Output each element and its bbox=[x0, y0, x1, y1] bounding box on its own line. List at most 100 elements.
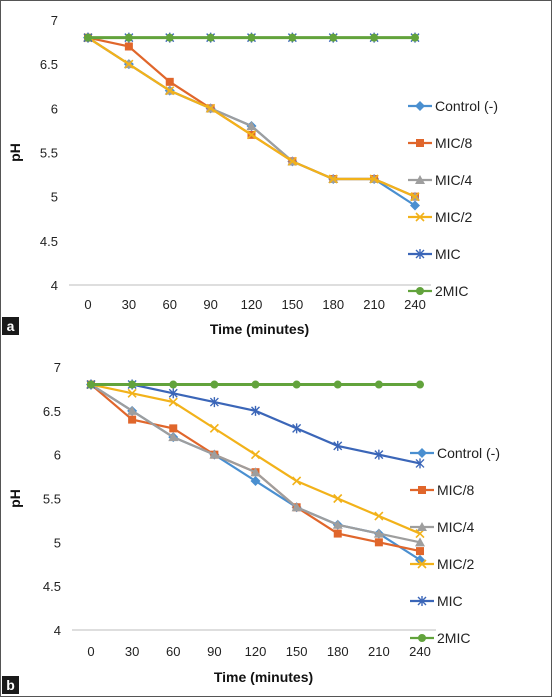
data-point bbox=[128, 380, 137, 389]
x-tick-label: 240 bbox=[404, 297, 426, 312]
y-tick-label: 4 bbox=[51, 278, 58, 293]
data-point bbox=[415, 458, 425, 469]
data-point bbox=[168, 388, 178, 399]
data-point bbox=[410, 200, 420, 211]
legend-item: MIC bbox=[408, 246, 461, 262]
data-point bbox=[87, 380, 95, 389]
legend-item: 2MIC bbox=[408, 283, 468, 299]
y-tick-label: 6.5 bbox=[40, 57, 58, 72]
legend-label: MIC/4 bbox=[435, 172, 473, 188]
x-axis-title: Time (minutes) bbox=[210, 321, 309, 337]
series-line bbox=[91, 383, 421, 465]
x-tick-label: 0 bbox=[87, 644, 94, 659]
series-mic-4 bbox=[83, 32, 420, 201]
data-point bbox=[416, 380, 424, 389]
data-point bbox=[416, 547, 424, 556]
data-point bbox=[333, 380, 342, 389]
legend: Control (-) MIC/8 MIC/4 MIC/2 MIC 2MIC bbox=[408, 98, 498, 299]
data-point bbox=[374, 538, 383, 547]
y-tick-label: 5 bbox=[54, 535, 61, 550]
series-line bbox=[87, 36, 416, 198]
data-point bbox=[410, 192, 420, 202]
series-mic-8 bbox=[84, 33, 419, 201]
legend-label: MIC/4 bbox=[437, 519, 475, 535]
data-point bbox=[127, 388, 137, 398]
y-tick-label: 4 bbox=[54, 623, 61, 638]
data-point bbox=[374, 511, 384, 521]
data-point bbox=[291, 502, 302, 512]
legend-marker bbox=[416, 139, 424, 147]
data-point bbox=[210, 380, 219, 389]
data-point bbox=[247, 33, 256, 42]
legend-label: 2MIC bbox=[437, 630, 470, 646]
data-point bbox=[292, 423, 302, 434]
data-point bbox=[169, 424, 178, 433]
data-point bbox=[165, 86, 175, 96]
data-point bbox=[328, 174, 338, 184]
data-point bbox=[128, 415, 137, 424]
data-point bbox=[246, 130, 257, 140]
x-tick-label: 30 bbox=[125, 644, 139, 659]
data-point bbox=[124, 33, 133, 42]
data-point bbox=[374, 380, 383, 389]
data-point bbox=[250, 475, 261, 486]
series-line bbox=[87, 36, 416, 198]
legend-item: MIC bbox=[410, 593, 463, 609]
legend-label: MIC/8 bbox=[437, 482, 475, 498]
legend-item: MIC/4 bbox=[408, 172, 473, 188]
data-point bbox=[292, 380, 301, 389]
chart-panel-b: 4 4.5 5 5.5 6 6.5 7 0 30 60 90 120 150 180 210 240 Time … bbox=[2, 360, 500, 694]
panel-label-b: b bbox=[2, 676, 19, 694]
legend-marker bbox=[417, 596, 427, 606]
data-point bbox=[292, 476, 302, 486]
legend-item: Control (-) bbox=[408, 98, 498, 114]
chart-panel-a: 4 4.5 5 5.5 6 6.5 7 0 30 60 90 120 150 180 210 240 Time … bbox=[2, 13, 498, 337]
legend-label: MIC bbox=[435, 246, 461, 262]
panel-label-text: a bbox=[7, 318, 15, 334]
legend-item: MIC/2 bbox=[408, 209, 473, 225]
data-point bbox=[411, 33, 419, 42]
y-tick-label: 5.5 bbox=[43, 492, 61, 507]
data-point bbox=[127, 405, 138, 415]
x-tick-label: 150 bbox=[282, 297, 304, 312]
x-tick-label: 30 bbox=[122, 297, 136, 312]
x-tick-label: 60 bbox=[163, 297, 177, 312]
data-point bbox=[84, 33, 92, 42]
legend-item: MIC/4 bbox=[410, 519, 475, 535]
legend-label: 2MIC bbox=[435, 283, 468, 299]
legend-item: MIC/8 bbox=[408, 135, 473, 151]
legend-marker bbox=[415, 101, 425, 111]
x-tick-label: 60 bbox=[166, 644, 180, 659]
y-tick-label: 5 bbox=[51, 190, 58, 205]
series-2mic bbox=[87, 380, 424, 389]
data-point bbox=[251, 380, 260, 389]
data-point bbox=[415, 554, 425, 565]
panel-label-box bbox=[2, 317, 19, 335]
series-line bbox=[87, 36, 416, 198]
data-point bbox=[287, 156, 297, 166]
legend-label: MIC/2 bbox=[435, 209, 473, 225]
legend-marker bbox=[418, 486, 426, 494]
x-tick-label: 210 bbox=[363, 297, 385, 312]
x-tick-label: 120 bbox=[245, 644, 267, 659]
legend-label: MIC bbox=[437, 593, 463, 609]
legend-marker bbox=[415, 175, 425, 184]
data-point bbox=[374, 449, 384, 460]
series-2mic bbox=[84, 33, 419, 42]
x-tick-label: 90 bbox=[203, 297, 217, 312]
data-point bbox=[369, 174, 379, 184]
legend-label: Control (-) bbox=[437, 445, 500, 461]
data-point bbox=[124, 59, 134, 69]
y-tick-label: 6 bbox=[51, 101, 58, 116]
data-point bbox=[165, 33, 174, 42]
data-point bbox=[168, 432, 179, 442]
data-point bbox=[169, 380, 178, 389]
data-point bbox=[332, 519, 343, 529]
x-tick-label: 150 bbox=[286, 644, 308, 659]
legend: Control (-) MIC/8 MIC/4 MIC/2 MIC 2MIC bbox=[410, 445, 500, 646]
data-point bbox=[251, 405, 260, 416]
y-tick-label: 6 bbox=[54, 448, 61, 463]
y-tick-label: 5.5 bbox=[40, 146, 58, 161]
data-point bbox=[165, 77, 174, 86]
